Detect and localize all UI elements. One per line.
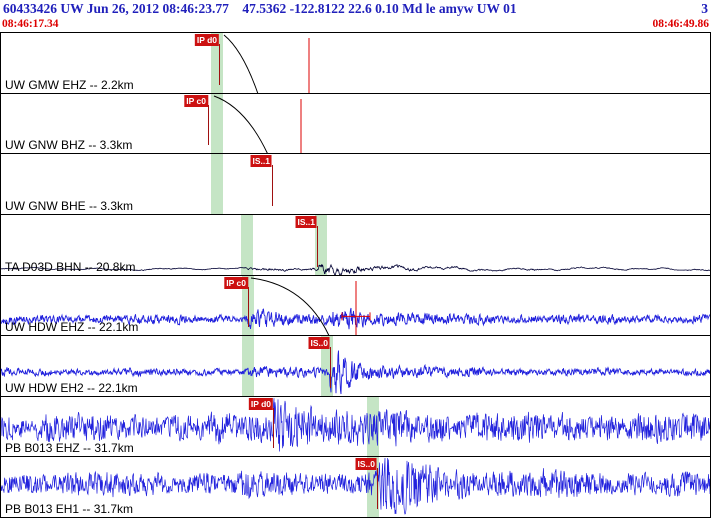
- pick-line[interactable]: [273, 407, 274, 449]
- event-summary: 60433426 UW Jun 26, 2012 08:46:23.77 47.…: [3, 1, 517, 16]
- pick-flag[interactable]: IS..0: [308, 337, 330, 350]
- arrival-window-band: [367, 457, 379, 517]
- pick-flag[interactable]: IP c0: [224, 276, 248, 289]
- page-indicator: 3: [701, 1, 708, 16]
- coda-duration-marker[interactable]: [341, 280, 371, 337]
- pick-flag[interactable]: IP d0: [248, 397, 273, 410]
- pick-line[interactable]: [272, 165, 273, 206]
- coda-decay-curve: [250, 277, 330, 336]
- pick-flag[interactable]: IS..0: [355, 458, 377, 471]
- waveform-panel[interactable]: IP d0 PB B013 EHZ -- 31.7km: [1, 396, 710, 458]
- station-label: UW GNW BHE -- 3.3km: [5, 198, 133, 213]
- pick-line[interactable]: [317, 225, 318, 267]
- waveform-panel[interactable]: IS..0 PB B013 EH1 -- 31.7km: [1, 457, 710, 518]
- window-end-time: 08:46:49.86: [652, 18, 709, 30]
- pick-flag[interactable]: IP c0: [184, 94, 208, 107]
- pick-line[interactable]: [208, 104, 209, 146]
- coda-duration-marker[interactable]: [295, 38, 323, 94]
- waveform-trace[interactable]: [1, 457, 710, 517]
- arrival-window-band: [211, 154, 223, 214]
- station-label: PB B013 EH1 -- 31.7km: [5, 502, 134, 516]
- waveform-trace[interactable]: [1, 215, 710, 276]
- pick-line[interactable]: [377, 468, 378, 509]
- header: 60433426 UW Jun 26, 2012 08:46:23.77 47.…: [0, 0, 711, 18]
- station-label: TA D03D BHN -- 20.8km: [5, 259, 136, 274]
- station-label: UW HDW EHZ -- 22.1km: [5, 320, 139, 335]
- coda-decay-curve: [223, 34, 258, 93]
- waveform-trace[interactable]: [1, 336, 710, 397]
- waveform-trace[interactable]: [1, 94, 710, 155]
- arrival-window-band: [315, 214, 327, 275]
- station-label: UW GMW EHZ -- 2.2km: [5, 77, 134, 92]
- station-label: UW GNW BHZ -- 3.3km: [5, 138, 133, 153]
- coda-duration-marker[interactable]: [287, 98, 315, 155]
- coda-decay-curve: [213, 95, 269, 154]
- waveform-panel[interactable]: IS..1 UW GNW BHE -- 3.3km: [1, 154, 710, 215]
- waveform-trace[interactable]: [1, 397, 710, 458]
- pick-flag[interactable]: IS..1: [250, 155, 272, 168]
- time-window-row: 08:46:17.34 08:46:49.86: [0, 18, 711, 32]
- station-label: PB B013 EHZ -- 31.7km: [5, 441, 134, 456]
- waveform-panel[interactable]: IS..0 UW HDW EH2 -- 22.1km: [1, 336, 710, 397]
- waveform-panel[interactable]: IP d0 UW GMW EHZ -- 2.2km: [1, 33, 710, 94]
- pick-line[interactable]: [330, 347, 331, 388]
- arrival-window-band: [242, 336, 254, 396]
- pick-line[interactable]: [219, 44, 220, 85]
- pick-flag[interactable]: IP d0: [194, 34, 219, 46]
- waveform-panels: IP d0 UW GMW EHZ -- 2.2km IP c0 UW GNW BHZ …: [0, 32, 711, 518]
- arrival-window-band: [241, 214, 253, 275]
- window-start-time: 08:46:17.34: [2, 18, 59, 30]
- pick-line[interactable]: [248, 286, 249, 328]
- waveform-panel[interactable]: IS..1 TA D03D BHN -- 20.8km: [1, 214, 710, 276]
- arrival-window-band: [211, 93, 223, 154]
- waveform-trace[interactable]: [1, 276, 710, 337]
- waveform-trace[interactable]: [1, 33, 710, 94]
- arrival-window-band: [211, 33, 223, 93]
- pick-flag[interactable]: IS..1: [295, 215, 317, 228]
- waveform-panel[interactable]: IP c0 UW GNW BHZ -- 3.3km: [1, 93, 710, 155]
- waveform-panel[interactable]: IP c0 UW HDW EHZ -- 22.1km: [1, 275, 710, 337]
- station-label: UW HDW EH2 -- 22.1km: [5, 380, 138, 395]
